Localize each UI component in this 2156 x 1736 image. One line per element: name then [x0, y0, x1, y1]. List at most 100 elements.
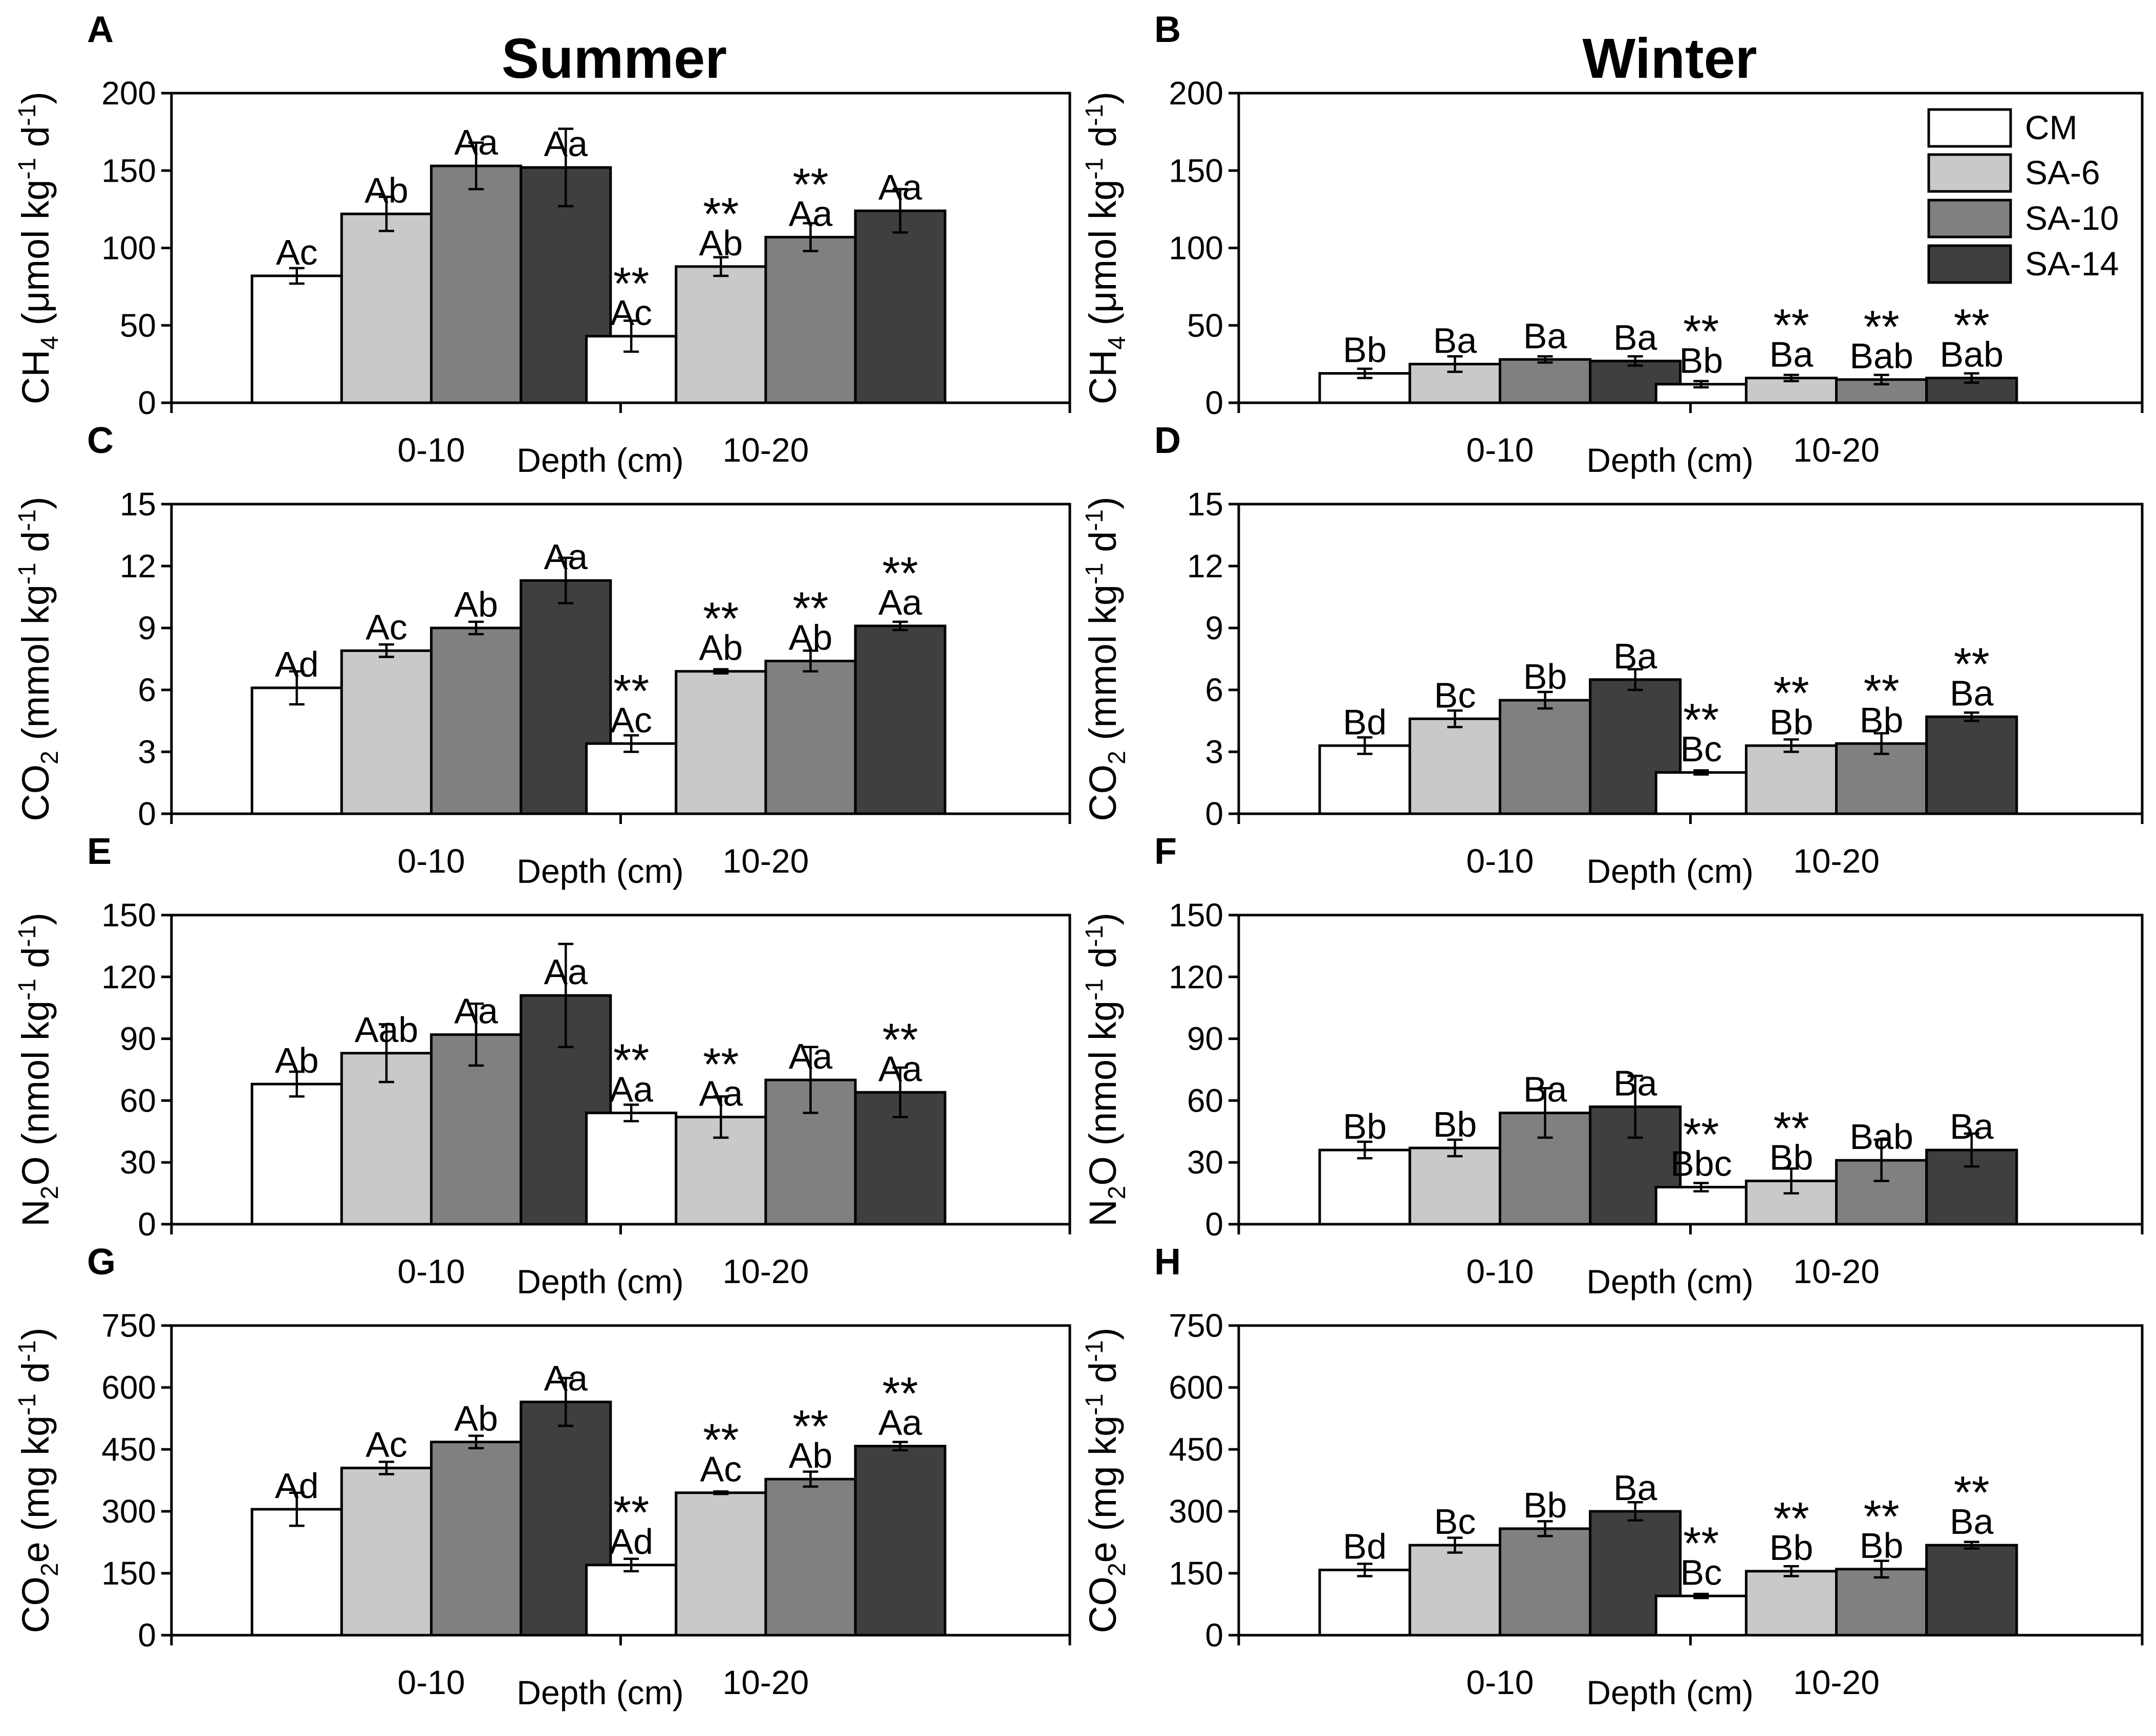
significance-label: Ab	[275, 1040, 319, 1080]
y-tick-label: 0	[138, 1206, 156, 1243]
significance-label: Bb	[1770, 1137, 1814, 1177]
x-category-label: 0-10	[397, 1252, 465, 1290]
y-tick-label: 150	[1169, 1555, 1223, 1592]
significance-label: Bd	[1343, 1527, 1387, 1567]
significance-stars: **	[1683, 1518, 1719, 1569]
significance-stars: **	[613, 258, 649, 310]
significance-stars: **	[613, 1487, 649, 1538]
y-tick-label: 0	[1205, 1617, 1223, 1654]
y-axis-label-part: )	[14, 92, 57, 104]
legend-swatch-cm	[1927, 108, 2012, 148]
significance-stars: **	[1683, 695, 1719, 746]
y-axis-label-part: )	[1082, 913, 1124, 925]
y-tick-label: 100	[101, 230, 156, 267]
y-tick-label: 3	[1205, 733, 1223, 770]
bar-sa-6	[1744, 1570, 1838, 1637]
y-axis-label-part: )	[14, 496, 57, 509]
significance-stars: **	[1864, 1491, 1900, 1543]
y-axis-label-part: -1	[14, 925, 41, 947]
significance-label: Bab	[1939, 335, 2003, 375]
y-tick-label: 30	[1187, 1144, 1223, 1181]
significance-label: Bb	[1343, 330, 1387, 370]
bar-cm	[250, 1082, 343, 1226]
y-tick-label: 450	[101, 1431, 156, 1468]
significance-label: Bbc	[1670, 1144, 1732, 1184]
y-tick-label: 90	[120, 1021, 156, 1057]
significance-label: Aa	[789, 193, 833, 233]
x-category-label: 10-20	[723, 842, 809, 880]
y-axis-label-part: e (mg kg	[1082, 1416, 1124, 1563]
y-tick-label: 300	[101, 1493, 156, 1530]
bar-cm	[250, 686, 343, 815]
significance-label: Aa	[878, 1049, 922, 1089]
significance-label: Aa	[699, 1074, 743, 1114]
significance-label: Aa	[544, 1358, 588, 1398]
x-category-label: 10-20	[1793, 1252, 1880, 1290]
bar-cm	[1654, 1594, 1748, 1637]
significance-stars: **	[792, 159, 828, 210]
y-axis-label-part: -1	[14, 158, 41, 180]
y-tick-label: 60	[1187, 1082, 1223, 1119]
y-tick-label: 15	[1187, 486, 1223, 523]
significance-stars: **	[1864, 302, 1900, 353]
significance-label: Aa	[878, 167, 922, 207]
y-tick-label: 150	[1169, 897, 1223, 934]
x-category-label: 10-20	[723, 431, 809, 469]
significance-label: Ab	[699, 628, 743, 668]
y-axis-label-part: -1	[1081, 925, 1108, 947]
legend-label: SA-6	[2025, 154, 2100, 191]
x-category-label: 0-10	[397, 431, 465, 469]
x-axis-label: Depth (cm)	[1586, 1263, 1753, 1300]
significance-label: Ac	[365, 1424, 407, 1464]
significance-label: Ba	[1950, 673, 1994, 713]
y-axis-label-part: )	[1082, 1328, 1124, 1340]
y-axis-label-part: -1	[1081, 979, 1108, 1001]
significance-label: Ba	[1613, 1063, 1657, 1103]
y-tick-label: 9	[1205, 610, 1223, 646]
bar-sa-10	[764, 1478, 857, 1637]
panel-letter: B	[1154, 9, 1181, 50]
significance-label: Bd	[1343, 702, 1387, 742]
significance-label: Ad	[275, 644, 319, 684]
bar-cm	[585, 335, 678, 404]
significance-label: Ba	[1613, 1468, 1657, 1508]
y-tick-label: 12	[120, 548, 156, 584]
panel-letter: H	[1154, 1242, 1181, 1283]
y-tick-label: 200	[1169, 75, 1223, 112]
y-axis-label-part: (μmol kg	[14, 180, 57, 336]
y-axis-label-part: 2	[36, 751, 63, 765]
significance-label: Aa	[454, 122, 498, 162]
significance-label: Ac	[365, 607, 407, 647]
significance-label: Aa	[544, 537, 588, 577]
significance-label: Aa	[789, 1036, 833, 1076]
y-tick-label: 300	[1169, 1493, 1223, 1530]
significance-stars: **	[792, 583, 828, 635]
y-axis-label-part: 2	[36, 1186, 63, 1200]
y-axis-label: CO2 (mmol kg-1 d-1)	[14, 496, 63, 821]
significance-label: Ba	[1950, 1106, 1994, 1146]
y-axis-label-part: d	[1082, 126, 1124, 158]
significance-label: Ba	[1950, 1502, 1994, 1542]
y-axis-label-part: 2	[1104, 751, 1131, 765]
y-tick-label: 3	[138, 733, 156, 770]
y-axis-label-part: -1	[14, 104, 41, 126]
x-category-label: 10-20	[723, 1252, 809, 1290]
significance-stars: **	[703, 594, 739, 645]
bar-cm	[585, 742, 678, 815]
y-axis-label-part: 2	[36, 1563, 63, 1576]
y-tick-label: 0	[1205, 1206, 1223, 1243]
significance-label: Aa	[544, 124, 588, 164]
bar-cm	[1654, 1186, 1748, 1226]
significance-stars: **	[882, 1014, 918, 1066]
bar-cm	[1318, 744, 1411, 815]
significance-stars: **	[703, 189, 739, 240]
significance-label: Ac	[700, 1449, 742, 1489]
significance-label: Aab	[355, 1010, 419, 1050]
y-tick-label: 0	[138, 1617, 156, 1654]
significance-stars: **	[703, 1039, 739, 1091]
y-axis-label-part: CO	[1082, 765, 1124, 821]
y-axis-label: CO2e (mg kg-1 d-1)	[14, 1328, 63, 1633]
